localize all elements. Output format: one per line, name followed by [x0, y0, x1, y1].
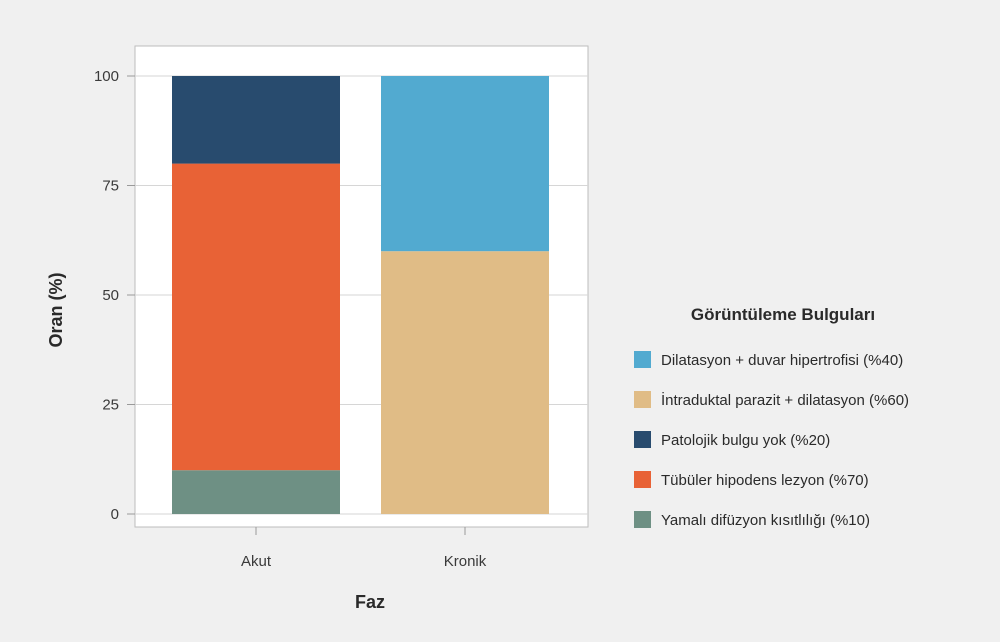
legend-item-label: Dilatasyon + duvar hipertrofisi (%40)	[661, 352, 903, 369]
bar-segment	[172, 163, 340, 471]
x-tick-label: Akut	[241, 553, 272, 570]
legend-item-label: Patolojik bulgu yok (%20)	[661, 432, 830, 449]
y-axis-title: Oran (%)	[46, 272, 66, 347]
legend-item-label: Yamalı difüzyon kısıtlılığı (%10)	[661, 512, 870, 529]
legend-swatch	[634, 391, 651, 408]
y-tick-label: 0	[111, 506, 119, 523]
bar-segment	[172, 470, 340, 514]
bar-segment	[381, 76, 549, 252]
legend-swatch	[634, 431, 651, 448]
legend-item-label: İntraduktal parazit + dilatasyon (%60)	[661, 391, 909, 409]
legend-swatch	[634, 511, 651, 528]
y-tick-label: 50	[102, 287, 119, 304]
axes: 0 25 50 75 100 Akut Kronik	[94, 68, 487, 570]
legend-title: Görüntüleme Bulguları	[691, 305, 875, 324]
y-tick-label: 75	[102, 178, 119, 195]
y-tick-label: 25	[102, 397, 119, 414]
legend-swatch	[634, 351, 651, 368]
y-tick-label: 100	[94, 68, 119, 85]
x-tick-label: Kronik	[444, 553, 487, 570]
bar-segment	[381, 251, 549, 514]
legend-item-label: Tübüler hipodens lezyon (%70)	[661, 472, 869, 489]
bar-segment	[172, 76, 340, 164]
x-axis-title: Faz	[355, 592, 385, 612]
legend-swatch	[634, 471, 651, 488]
bars	[172, 76, 549, 514]
legend: Görüntüleme Bulguları Dilatasyon + duvar…	[634, 305, 909, 529]
